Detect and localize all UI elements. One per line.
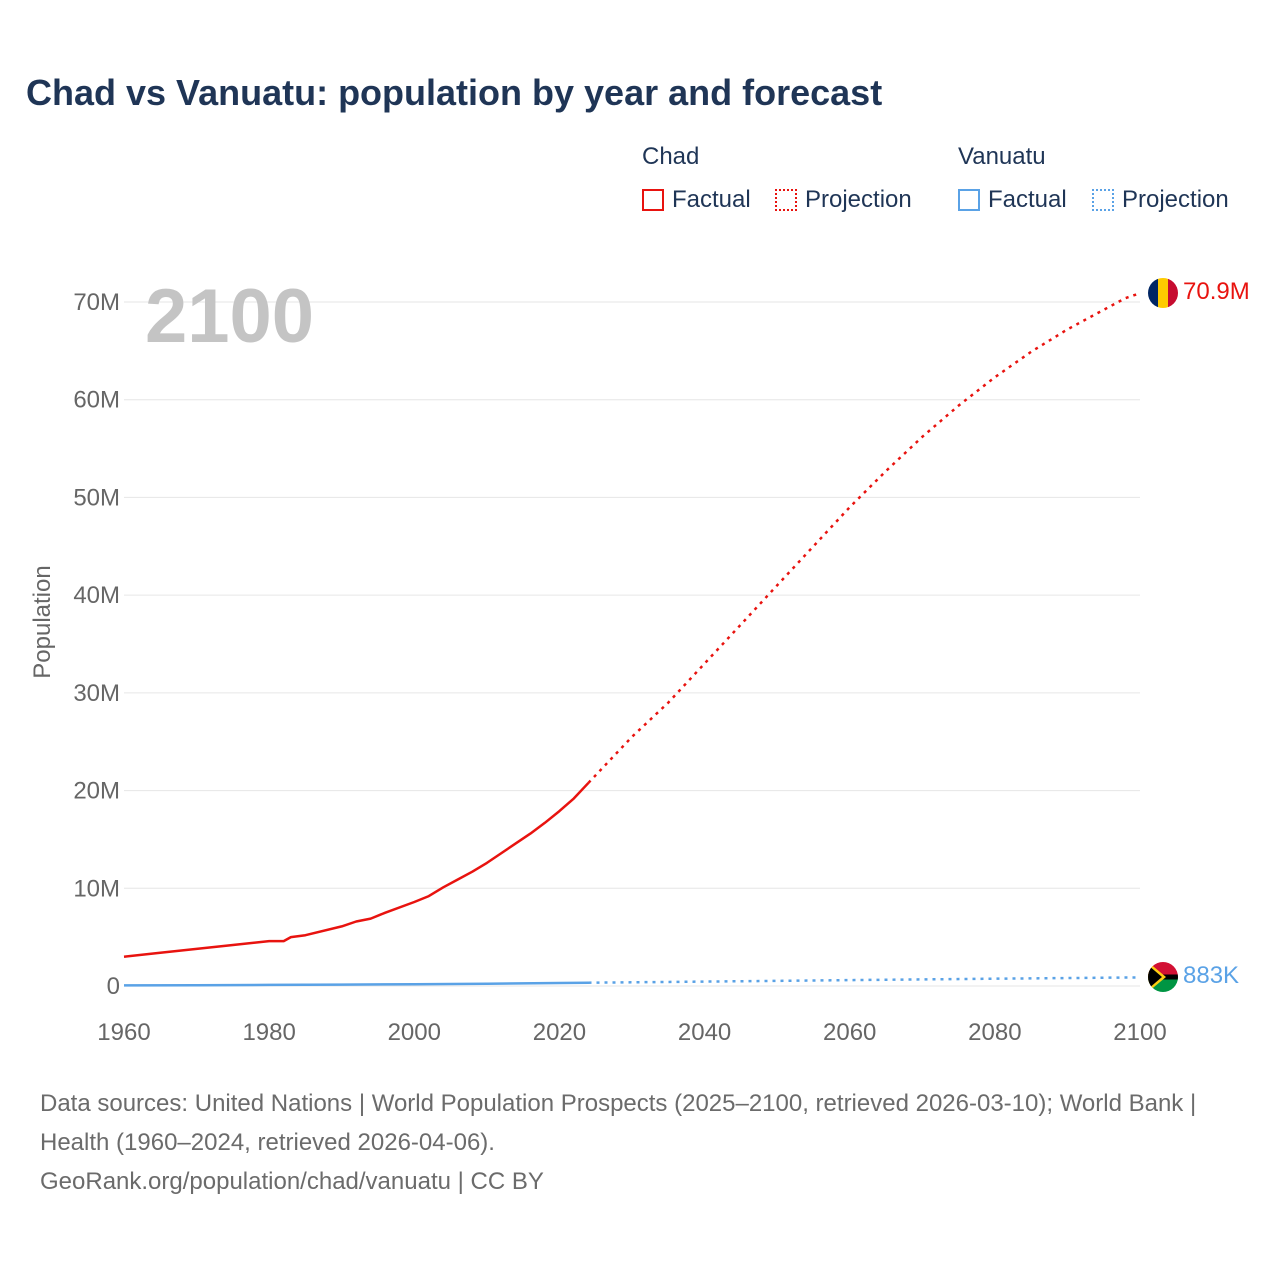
- y-tick-label: 70M: [73, 289, 120, 316]
- x-tick-label: 2040: [678, 1019, 731, 1046]
- series-lines: [123, 292, 1141, 987]
- x-tick-label: 1980: [242, 1019, 295, 1046]
- end-label-vanuatu: 883K: [1183, 962, 1239, 989]
- year-overlay: 2100: [145, 274, 314, 359]
- legend-title-chad: Chad: [642, 143, 700, 170]
- vanuatu-factual-line: [123, 981, 589, 987]
- chad-projection-line: [587, 292, 1141, 784]
- legend-label: Factual: [988, 186, 1067, 213]
- legend-item-vanuatu-factual[interactable]: Factual: [958, 186, 1067, 214]
- legend-swatch-solid: [642, 189, 664, 211]
- y-tick-label: 40M: [73, 582, 120, 609]
- chad-flag-icon: [1148, 278, 1178, 308]
- legend-label: Factual: [672, 186, 751, 213]
- legend-item-chad-projection[interactable]: Projection: [775, 186, 912, 214]
- legend-title-vanuatu: Vanuatu: [958, 143, 1046, 170]
- y-tick-label: 20M: [73, 778, 120, 805]
- x-tick-label: 2060: [823, 1019, 876, 1046]
- x-tick-label: 2100: [1113, 1019, 1166, 1046]
- y-tick-label: 30M: [73, 680, 120, 707]
- y-tick-label: 10M: [73, 875, 120, 902]
- gridlines: [124, 301, 1140, 987]
- legend-swatch-solid: [958, 189, 980, 211]
- vanuatu-projection-line: [588, 976, 1141, 984]
- y-axis-label: Population: [29, 565, 56, 678]
- credit-line: GeoRank.org/population/chad/vanuatu | CC…: [40, 1168, 544, 1195]
- chart-title: Chad vs Vanuatu: population by year and …: [26, 72, 883, 113]
- chad-factual-line: [123, 781, 590, 958]
- legend-item-vanuatu-projection[interactable]: Projection: [1092, 186, 1229, 214]
- y-tick-label: 0: [107, 973, 120, 1000]
- legend-item-chad-factual[interactable]: Factual: [642, 186, 751, 214]
- x-tick-label: 2020: [533, 1019, 586, 1046]
- x-tick-label: 2080: [968, 1019, 1021, 1046]
- y-axis-ticks: 0 10M 20M 30M 40M 50M 60M 70M: [73, 289, 120, 1000]
- vanuatu-flag-icon: [1148, 962, 1178, 992]
- legend-swatch-dotted: [775, 189, 797, 211]
- data-sources-note: Data sources: United Nations | World Pop…: [40, 1090, 1197, 1156]
- legend-label: Projection: [805, 186, 912, 213]
- legend-swatch-dotted: [1092, 189, 1114, 211]
- population-chart: 2100 0 10M 20M 30M 40M 50M 60M 70M 1960 1980 2000…: [29, 274, 1250, 1046]
- x-axis-ticks: 1960 1980 2000 2020 2040 2060 2080 2100: [97, 1019, 1166, 1046]
- y-tick-label: 60M: [73, 387, 120, 414]
- end-label-chad: 70.9M: [1183, 278, 1250, 305]
- y-tick-label: 50M: [73, 484, 120, 511]
- x-tick-label: 1960: [97, 1019, 150, 1046]
- legend-label: Projection: [1122, 186, 1229, 213]
- x-tick-label: 2000: [388, 1019, 441, 1046]
